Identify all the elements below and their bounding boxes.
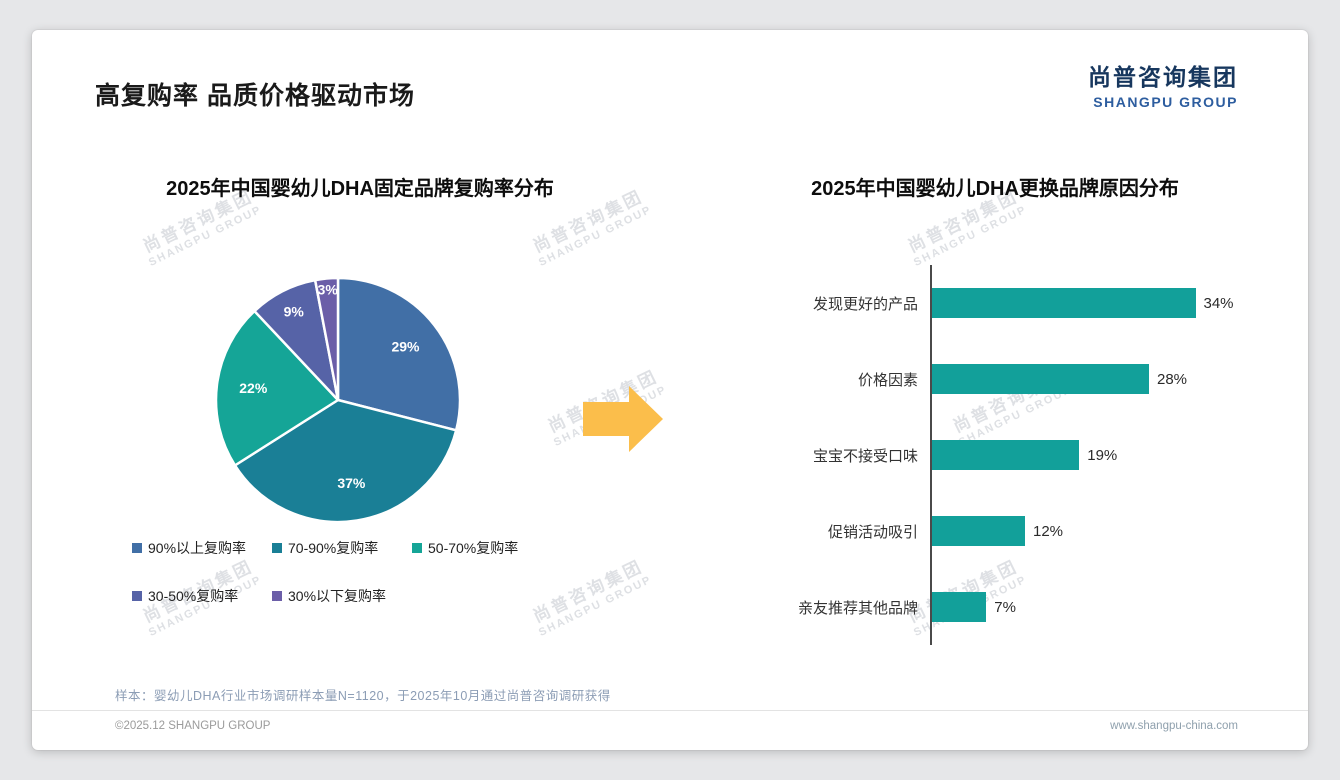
bar-category-label: 发现更好的产品 [812,295,918,313]
brand-logo-cn: 尚普咨询集团 [1088,64,1238,90]
pie-slice [214,309,340,467]
bar-chart-title: 2025年中国婴幼儿DHA更换品牌原因分布 [811,178,1179,200]
slide-card: 尚普咨询集团 SHANGPU GROUP 尚普咨询集团 SHANGPU GROUP 尚普… [32,30,1308,750]
bar-value-label: 28% [1157,370,1188,388]
legend-swatch [272,543,282,553]
bar-value-label: 12% [1033,522,1064,540]
brand-logo: 尚普咨询集团 SHANGPU GROUP [1088,58,1238,110]
legend-item: 30%以下复购率 [272,586,412,606]
bar-row: 发现更好的产品 34% [740,265,1260,341]
legend-label: 90%以上复购率 [148,540,247,556]
bar-fill [932,364,1149,394]
bar-row: 促销活动吸引 12% [740,493,1260,569]
bar-row: 价格因素 28% [740,341,1260,417]
bar-fill [932,592,987,622]
copyright-text: ©2025.12 SHANGPU GROUP [115,720,271,732]
pie-chart: 29% 37% 22% 9% 3% [214,276,462,524]
page-title: 高复购率 品质价格驱动市场 [95,82,415,110]
bar-category-label: 价格因素 [857,371,918,389]
bar-value-label: 19% [1087,446,1118,464]
website-text: www.shangpu-china.com [1110,720,1238,732]
pie-data-label: 29% [391,338,420,354]
bar-fill [932,288,1196,318]
bar-chart: 发现更好的产品 34% 价格因素 28% 宝宝不接受口味 19% 促销活动吸引 12% 亲友推荐… [740,265,1260,645]
legend-item: 50-70%复购率 [412,538,582,558]
pie-chart-title: 2025年中国婴幼儿DHA固定品牌复购率分布 [166,178,554,200]
legend-label: 70-90%复购率 [288,540,379,556]
pie-slice [336,276,462,432]
legend-label: 30%以下复购率 [288,588,387,604]
bar-track: 28% [930,341,1260,417]
legend-item: 30-50%复购率 [132,586,272,606]
legend-swatch [412,543,422,553]
legend-item: 90%以上复购率 [132,538,272,558]
bar-value-label: 7% [994,598,1016,616]
bar-track: 34% [930,265,1260,341]
bar-row: 宝宝不接受口味 19% [740,417,1260,493]
pie-data-label: 3% [318,281,339,297]
pie-data-label: 22% [239,380,268,396]
bar-fill [932,516,1025,546]
sample-note: 样本：婴幼儿DHA行业市场调研样本量N=1120，于2025年10月通过尚普咨询… [115,689,611,703]
bar-fill [932,440,1080,470]
legend-label: 50-70%复购率 [428,540,519,556]
bar-row: 亲友推荐其他品牌 7% [740,569,1260,645]
pie-legend: 90%以上复购率 70-90%复购率 50-70%复购率 30-50%复购率 30%以下… [132,538,602,606]
bar-category-label: 促销活动吸引 [827,523,918,541]
footer-divider [32,710,1308,711]
bar-value-label: 34% [1203,294,1234,312]
pie-data-label: 37% [337,475,366,491]
bar-track: 12% [930,493,1260,569]
legend-swatch [132,591,142,601]
slide-content: 高复购率 品质价格驱动市场 尚普咨询集团 SHANGPU GROUP 2025年… [32,30,1308,750]
pie-slice [313,276,340,402]
arrow-right-icon [583,386,663,452]
brand-logo-en: SHANGPU GROUP [1093,94,1238,110]
legend-label: 30-50%复购率 [148,588,239,604]
legend-item: 70-90%复购率 [272,538,412,558]
bar-category-label: 宝宝不接受口味 [812,447,918,465]
legend-swatch [132,543,142,553]
pie-data-label: 9% [284,304,305,320]
bar-track: 19% [930,417,1260,493]
legend-swatch [272,591,282,601]
bar-category-label: 亲友推荐其他品牌 [797,599,918,617]
bar-track: 7% [930,569,1260,645]
